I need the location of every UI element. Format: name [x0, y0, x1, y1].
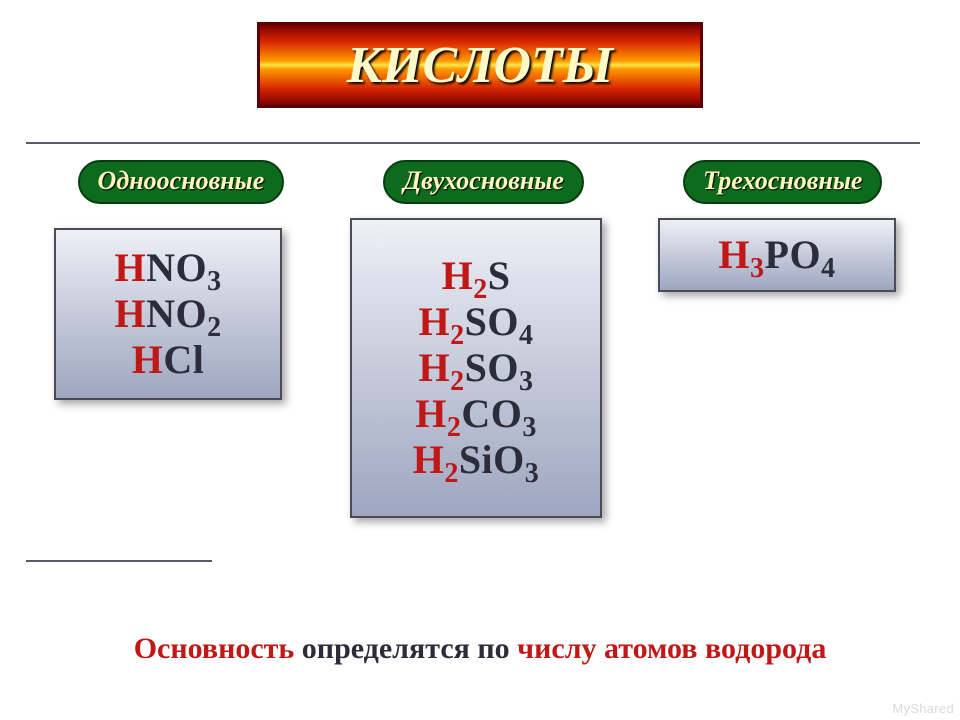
category-tri: Трехосновные [683, 160, 882, 204]
formula: H2SO4 [419, 299, 534, 345]
category-row: Одноосновные Двухосновные Трехосновные [0, 160, 960, 204]
divider-bottom [26, 560, 212, 562]
formula: H2CO3 [415, 391, 537, 437]
formula: HNO3 [114, 245, 221, 291]
formula: H2SO3 [419, 345, 534, 391]
formula: H2S [442, 253, 511, 299]
formula: H2SiO3 [413, 437, 540, 483]
formula: HNO2 [114, 291, 221, 337]
title-box: КИСЛОТЫ [257, 22, 703, 108]
category-mono: Одноосновные [78, 160, 285, 204]
footer-text: Основность определятся по числу атомов в… [0, 632, 960, 666]
category-di: Двухосновные [383, 160, 584, 204]
card-tri: H3PO4 [658, 218, 896, 292]
watermark: MyShared [892, 701, 954, 716]
card-mono: HNO3HNO2HCl [54, 228, 282, 400]
card-di: H2SH2SO4H2SO3H2CO3H2SiO3 [350, 218, 602, 518]
title-text: КИСЛОТЫ [347, 36, 613, 95]
formula: HCl [132, 337, 205, 383]
formula: H3PO4 [718, 232, 835, 278]
divider-top [26, 142, 920, 144]
